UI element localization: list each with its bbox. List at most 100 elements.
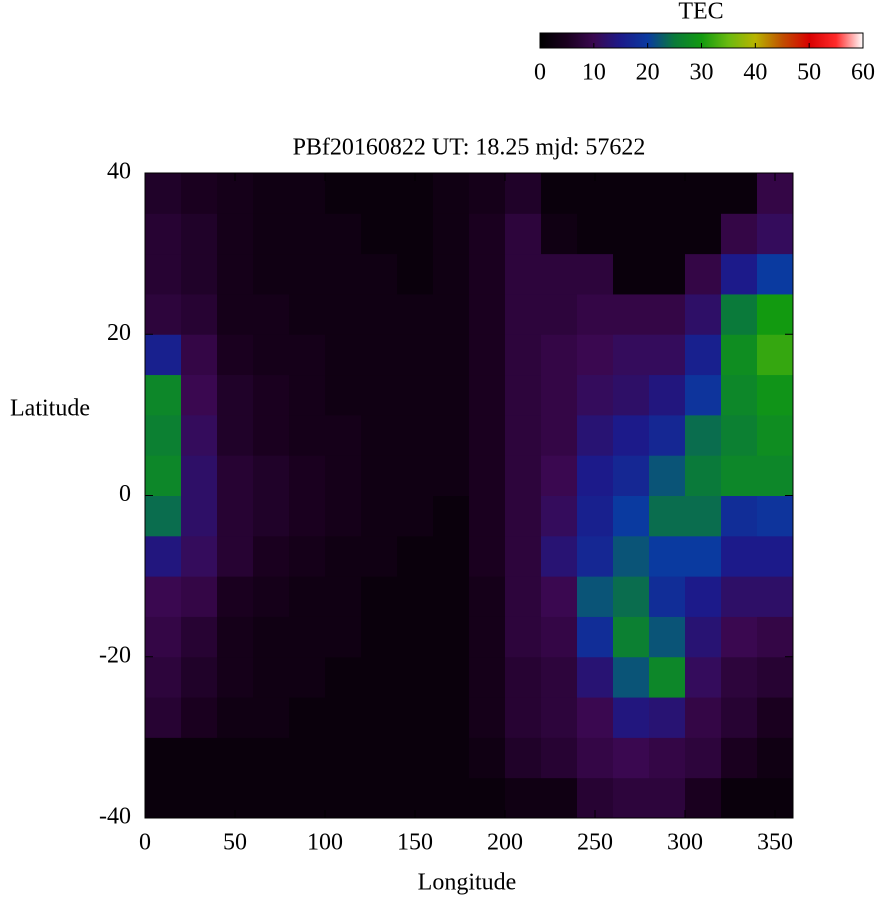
heat-cell xyxy=(397,697,434,738)
heat-cell xyxy=(685,535,722,577)
x-tick-label: 150 xyxy=(397,830,433,856)
heat-cell xyxy=(361,414,398,456)
heat-cell xyxy=(289,495,326,537)
heat-cell xyxy=(469,495,506,537)
heat-cell xyxy=(649,737,686,779)
heat-cell xyxy=(721,455,758,496)
x-axis-label: Longitude xyxy=(418,870,517,896)
heat-cell xyxy=(649,535,686,577)
heat-cell xyxy=(361,535,398,577)
heat-cell xyxy=(505,576,542,617)
heat-cell xyxy=(325,173,362,214)
heat-cell xyxy=(613,414,650,456)
heat-cell xyxy=(721,374,758,416)
heat-cell xyxy=(217,616,254,658)
heat-cell xyxy=(469,374,506,416)
heat-cell xyxy=(505,656,542,698)
heat-cell xyxy=(757,697,794,738)
heat-cell xyxy=(397,737,434,779)
heat-cell xyxy=(325,213,362,255)
heat-cell xyxy=(181,737,218,779)
heat-cell xyxy=(433,697,470,738)
heat-cell xyxy=(253,213,290,255)
heat-cell xyxy=(253,616,290,658)
heat-cell xyxy=(325,374,362,416)
heat-cell xyxy=(145,173,182,214)
heat-cell xyxy=(217,334,254,376)
heat-cell xyxy=(505,777,542,819)
heat-cell xyxy=(541,293,578,335)
heat-cell xyxy=(577,616,614,658)
heat-cell xyxy=(325,656,362,698)
heat-cell xyxy=(649,414,686,456)
heat-cell xyxy=(217,414,254,456)
heat-cell xyxy=(253,656,290,698)
heat-cell xyxy=(433,616,470,658)
heat-cell xyxy=(613,293,650,335)
heat-cell xyxy=(145,576,182,617)
heat-cell xyxy=(253,414,290,456)
heat-cell xyxy=(541,455,578,496)
heat-cell xyxy=(721,616,758,658)
heat-cell xyxy=(469,293,506,335)
heat-cell xyxy=(685,213,722,255)
heat-cell xyxy=(397,455,434,496)
y-tick-label: -20 xyxy=(99,642,131,668)
heat-cell xyxy=(289,293,326,335)
heat-cell xyxy=(541,374,578,416)
heat-cell xyxy=(649,616,686,658)
x-tick-label: 50 xyxy=(223,830,247,856)
heat-cell xyxy=(181,656,218,698)
heat-cell xyxy=(469,213,506,255)
heat-cell xyxy=(397,334,434,376)
heat-cell xyxy=(145,293,182,335)
heat-cell xyxy=(325,253,362,295)
heat-cell xyxy=(253,374,290,416)
heat-cell xyxy=(685,414,722,456)
heat-cell xyxy=(505,374,542,416)
heat-cell xyxy=(253,535,290,577)
heat-cell xyxy=(217,455,254,496)
heat-cell xyxy=(361,616,398,658)
x-tick-label: 350 xyxy=(757,830,793,856)
heat-cell xyxy=(469,737,506,779)
heat-cell xyxy=(469,455,506,496)
heat-cell xyxy=(181,253,218,295)
heat-cell xyxy=(649,697,686,738)
heat-cell xyxy=(325,455,362,496)
heat-cell xyxy=(433,737,470,779)
heat-cell xyxy=(253,495,290,537)
heat-cell xyxy=(397,293,434,335)
heat-cell xyxy=(289,253,326,295)
heat-cell xyxy=(397,535,434,577)
heat-cell xyxy=(325,334,362,376)
heat-cell xyxy=(253,173,290,214)
heat-cell xyxy=(757,576,794,617)
heat-cell xyxy=(541,737,578,779)
heat-cell xyxy=(613,777,650,819)
heat-cell xyxy=(541,777,578,819)
heat-cell xyxy=(757,374,794,416)
heat-cell xyxy=(433,173,470,214)
heat-cell xyxy=(217,374,254,416)
heat-cell xyxy=(217,213,254,255)
heat-cell xyxy=(577,455,614,496)
heat-cell xyxy=(685,737,722,779)
heat-cell xyxy=(505,253,542,295)
heat-cell xyxy=(541,656,578,698)
heat-cell xyxy=(325,535,362,577)
heat-cell xyxy=(181,616,218,658)
heat-cell xyxy=(541,576,578,617)
heat-cell xyxy=(469,253,506,295)
heat-cell xyxy=(361,253,398,295)
heat-cell xyxy=(289,576,326,617)
colorbar-tick-label: 20 xyxy=(636,60,660,86)
heat-cell xyxy=(541,616,578,658)
heat-cell xyxy=(217,656,254,698)
heat-cell xyxy=(505,697,542,738)
heat-cell xyxy=(289,697,326,738)
heat-cell xyxy=(757,737,794,779)
heat-cell xyxy=(181,495,218,537)
heat-cell xyxy=(325,414,362,456)
